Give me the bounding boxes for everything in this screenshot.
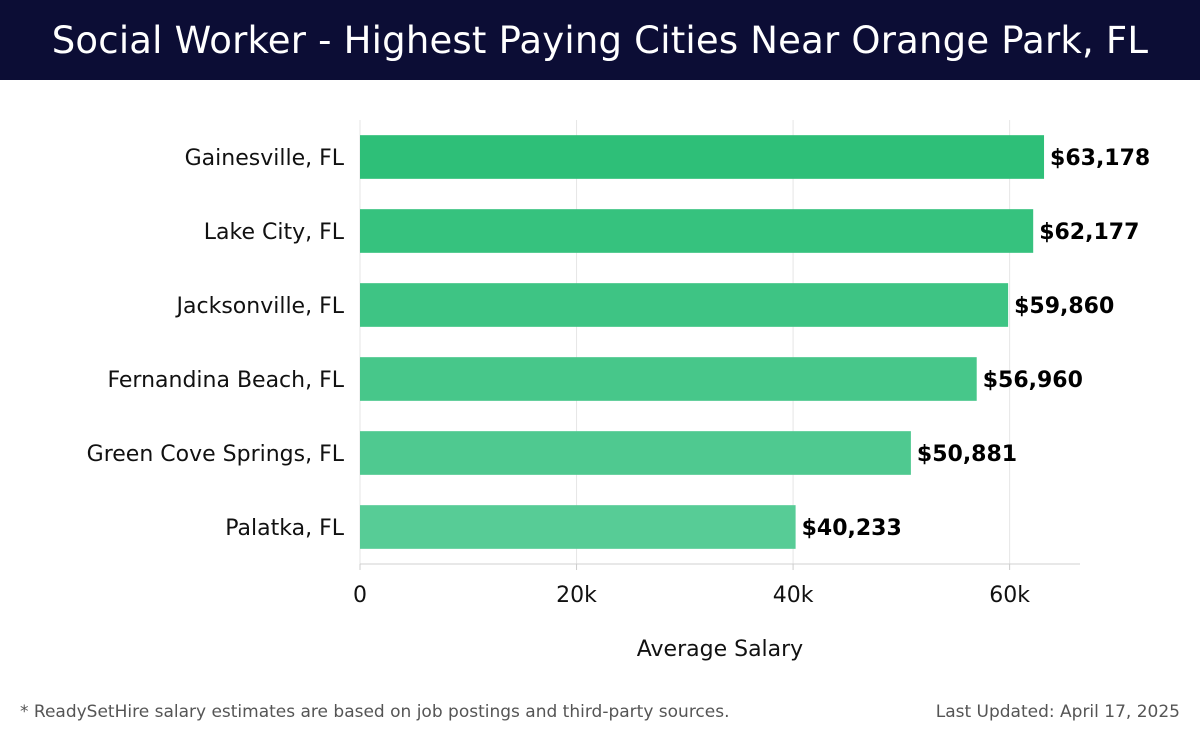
- category-label: Lake City, FL: [204, 220, 345, 245]
- grid-lines: [359, 120, 1011, 564]
- x-tick-label: 40k: [773, 583, 814, 608]
- bar: [360, 135, 1045, 179]
- x-tick-label: 0: [353, 583, 367, 608]
- x-axis-title: Average Salary: [637, 637, 803, 662]
- last-updated: Last Updated: April 17, 2025: [935, 702, 1180, 722]
- category-label: Gainesville, FL: [185, 146, 345, 171]
- bar: [360, 357, 977, 401]
- x-tick-label: 20k: [556, 583, 597, 608]
- category-label: Jacksonville, FL: [175, 294, 345, 319]
- value-label: $40,233: [802, 516, 902, 541]
- category-label: Fernandina Beach, FL: [107, 368, 344, 393]
- bar: [360, 431, 911, 475]
- chart-header: Social Worker - Highest Paying Cities Ne…: [0, 0, 1200, 80]
- category-label: Green Cove Springs, FL: [87, 442, 345, 467]
- x-tick-label: 60k: [989, 583, 1030, 608]
- chart-title: Social Worker - Highest Paying Cities Ne…: [51, 18, 1149, 62]
- bar-chart: Gainesville, FL Lake City, FL Jacksonville…: [87, 120, 1151, 662]
- footnote: * ReadySetHire salary estimates are base…: [20, 702, 730, 722]
- value-label: $63,178: [1050, 146, 1150, 171]
- bars: [360, 135, 1045, 549]
- x-axis: 0 20k 40k 60k Average Salary: [353, 563, 1080, 662]
- category-labels: Gainesville, FL Lake City, FL Jacksonville…: [87, 146, 345, 541]
- value-label: $59,860: [1014, 294, 1114, 319]
- category-label: Palatka, FL: [225, 516, 344, 541]
- value-labels: $63,178 $62,177 $59,860 $56,960 $50,881 $40,2…: [802, 146, 1151, 541]
- value-label: $56,960: [983, 368, 1083, 393]
- value-label: $62,177: [1039, 220, 1139, 245]
- bar: [360, 283, 1009, 327]
- value-label: $50,881: [917, 442, 1017, 467]
- bar: [360, 209, 1034, 253]
- bar: [360, 505, 796, 549]
